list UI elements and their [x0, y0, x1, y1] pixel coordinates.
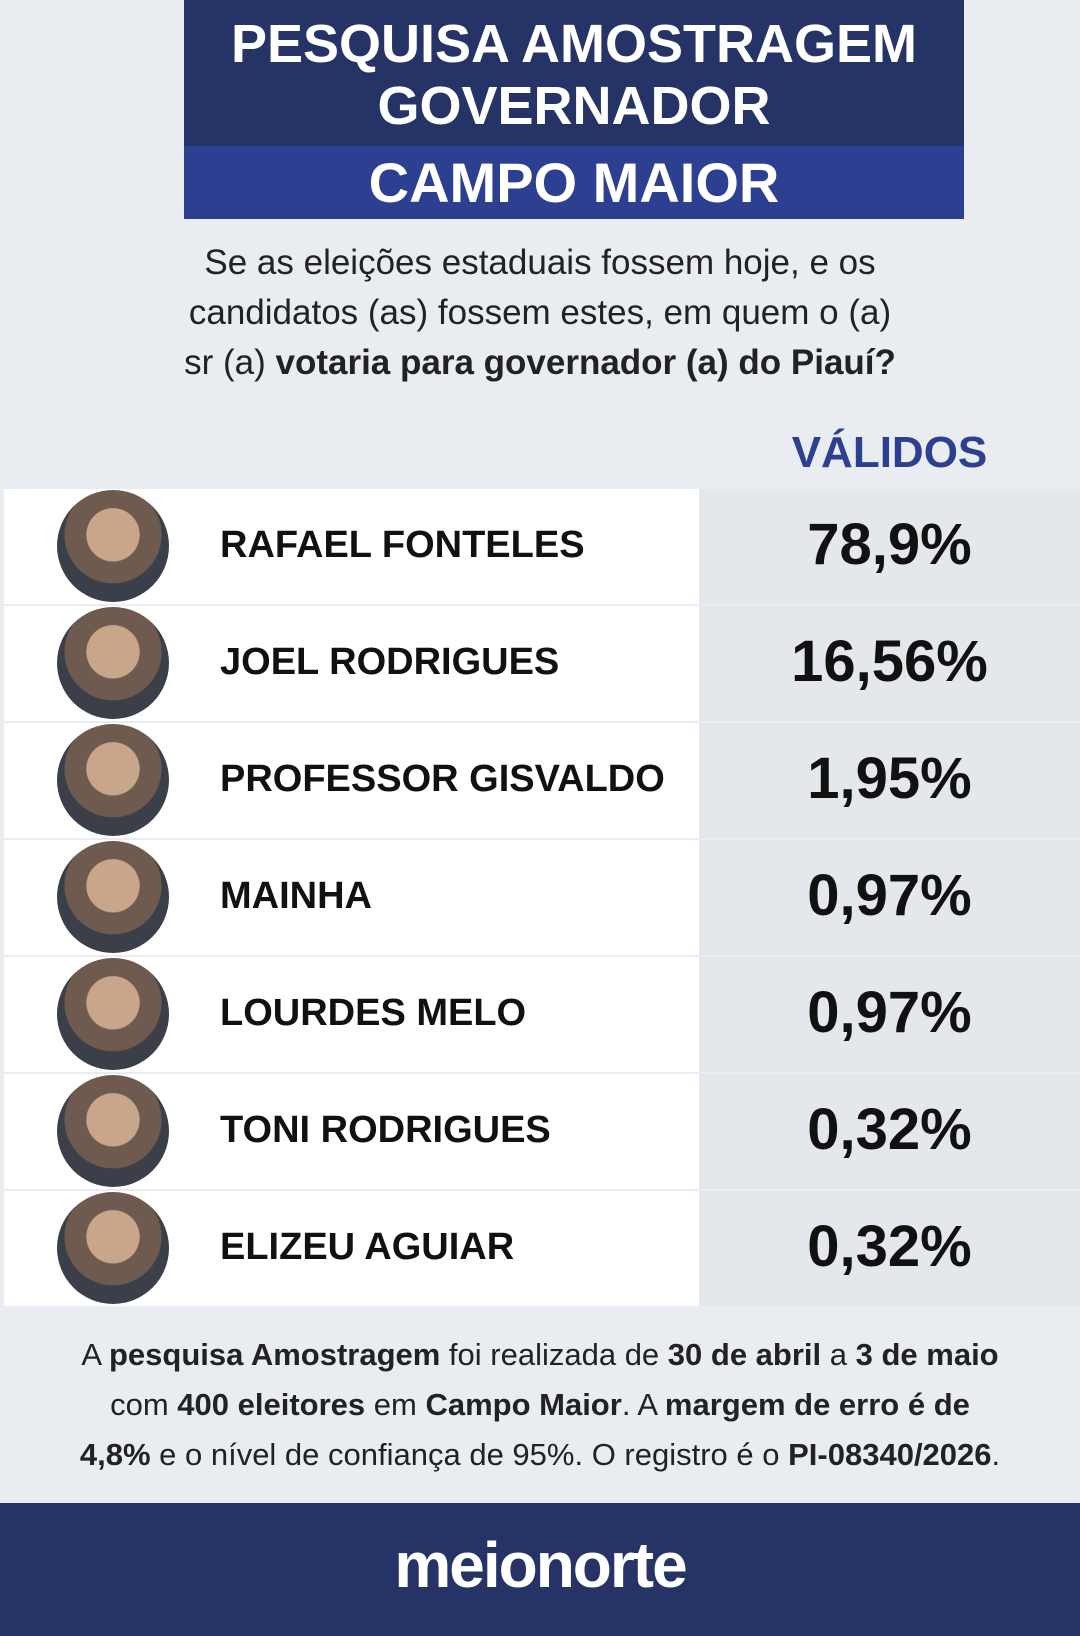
- question-line: candidatos (as) fossem estes, em quem o …: [0, 288, 1080, 338]
- candidate-name: JOEL RODRIGUES: [220, 641, 560, 683]
- question-line: sr (a) votaria para governador (a) do Pi…: [0, 338, 1080, 388]
- bold-text: 4,8%: [79, 1437, 151, 1472]
- candidate-photo: [57, 1075, 169, 1187]
- candidate-photo: [57, 607, 169, 719]
- value-bg: [699, 1074, 1080, 1189]
- candidate-name: RAFAEL FONTELES: [220, 524, 585, 566]
- candidate-value: 0,97%: [807, 863, 972, 928]
- bold-text: 3 de maio: [855, 1337, 999, 1372]
- footer-band: [0, 1503, 1080, 1636]
- text: foi realizada de: [440, 1337, 668, 1372]
- bold-text: 400 eleitores: [177, 1387, 366, 1422]
- value-bg: [699, 606, 1080, 721]
- brand: meionorte: [394, 1529, 687, 1601]
- candidate-name: TONI RODRIGUES: [220, 1109, 551, 1151]
- value-bg: [699, 723, 1080, 838]
- bold-text: votaria para governador (a) do Piauí?: [275, 343, 896, 382]
- candidate-photo: [57, 841, 169, 953]
- value-bg: [699, 489, 1080, 604]
- candidate-value: 78,9%: [807, 512, 972, 577]
- bold-text: margem de erro é de: [664, 1387, 970, 1422]
- value-bg: [699, 1191, 1080, 1306]
- note-line: com 400 eleitores em Campo Maior. A marg…: [0, 1380, 1080, 1430]
- note-line: 4,8% e o nível de confiança de 95%. O re…: [0, 1430, 1080, 1480]
- candidate-photo: [57, 490, 169, 602]
- text: Se as eleições estaduais fossem hoje, e …: [204, 243, 876, 282]
- candidate-photo: [57, 958, 169, 1070]
- candidate-name: PROFESSOR GISVALDO: [220, 758, 665, 800]
- text: a: [821, 1337, 856, 1372]
- question-line: Se as eleições estaduais fossem hoje, e …: [0, 238, 1080, 288]
- note-line: A pesquisa Amostragem foi realizada de 3…: [0, 1330, 1080, 1380]
- candidate-photo: [57, 1192, 169, 1304]
- text: e o nível de confiança de 95%. O registr…: [150, 1437, 789, 1472]
- text: sr (a): [184, 343, 276, 382]
- bold-text: pesquisa Amostragem: [108, 1337, 441, 1372]
- bold-text: PI-08340/2026: [788, 1437, 992, 1472]
- header-band: [184, 0, 964, 146]
- text: candidatos (as) fossem estes, em quem o …: [188, 293, 892, 332]
- candidate-value: 0,32%: [807, 1097, 972, 1162]
- text: A: [81, 1337, 109, 1372]
- text: em: [365, 1387, 426, 1422]
- value-bg: [699, 840, 1080, 955]
- text: .: [991, 1437, 1001, 1472]
- value-bg: [699, 957, 1080, 1072]
- subtitle: CAMPO MAIOR: [368, 151, 780, 214]
- candidate-name: MAINHA: [220, 875, 372, 917]
- candidate-value: 1,95%: [807, 746, 972, 811]
- text: . A: [621, 1387, 665, 1422]
- text: com: [110, 1387, 178, 1422]
- column-header: VÁLIDOS: [791, 428, 988, 477]
- candidate-value: 16,56%: [791, 629, 988, 694]
- candidate-name: ELIZEU AGUIAR: [220, 1226, 515, 1268]
- candidate-value: 0,97%: [807, 980, 972, 1045]
- subtitle-band: [184, 146, 964, 219]
- candidate-name: LOURDES MELO: [220, 992, 527, 1034]
- candidate-photo: [57, 724, 169, 836]
- candidate-value: 0,32%: [807, 1214, 972, 1279]
- title-line: PESQUISA AMOSTRAGEM: [230, 14, 918, 74]
- bold-text: 30 de abril: [667, 1337, 822, 1372]
- bold-text: Campo Maior: [425, 1387, 622, 1422]
- title-line: GOVERNADOR: [377, 76, 771, 136]
